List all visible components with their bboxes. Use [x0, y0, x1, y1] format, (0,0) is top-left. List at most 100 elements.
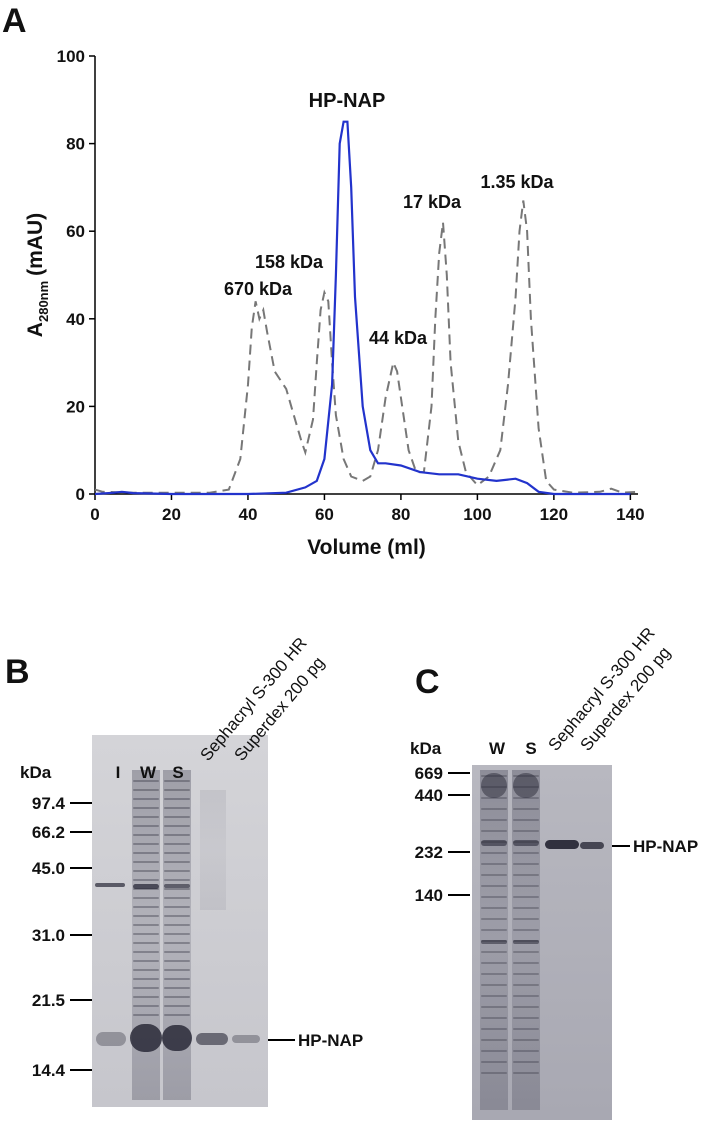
peak-annotation: 670 kDa	[224, 279, 293, 299]
x-tick-label: 40	[238, 505, 257, 524]
gel-band	[232, 1035, 260, 1043]
gel-band	[164, 780, 190, 782]
gel-band	[481, 907, 507, 909]
gel-band	[513, 907, 539, 909]
gel-band	[481, 1006, 507, 1008]
gel-band	[164, 825, 190, 827]
gel-band	[513, 962, 539, 964]
gel-band	[513, 852, 539, 854]
gel-band	[164, 852, 190, 854]
gel-band	[513, 1006, 539, 1008]
gel-band	[513, 951, 539, 953]
gel-band	[164, 987, 190, 989]
x-tick-label: 120	[540, 505, 568, 524]
gel-band	[133, 933, 159, 935]
gel-band	[164, 843, 190, 845]
marker-label: 140	[415, 886, 443, 905]
peak-annotation: HP-NAP	[309, 90, 386, 112]
lane-label: S	[525, 739, 536, 758]
gel-band	[164, 798, 190, 800]
lane-smear	[200, 790, 226, 910]
peak-annotation: 17 kDa	[403, 192, 462, 212]
gel-band	[133, 861, 159, 863]
gel-band	[481, 885, 507, 887]
gel-band	[513, 808, 539, 810]
gel-band	[481, 973, 507, 975]
gel-band	[133, 978, 159, 980]
gel-band	[481, 1017, 507, 1019]
gel-band	[164, 888, 190, 890]
marker-label: 232	[415, 843, 443, 862]
gel-band	[513, 918, 539, 920]
gel-band	[481, 819, 507, 821]
gel-band	[133, 843, 159, 845]
gel-band	[513, 929, 539, 931]
marker-label: 440	[415, 786, 443, 805]
gel-band	[481, 1061, 507, 1063]
series-line	[94, 200, 639, 494]
y-tick-label: 40	[66, 310, 85, 329]
gel-band	[513, 874, 539, 876]
x-tick-label: 60	[315, 505, 334, 524]
panel-label: B	[5, 653, 30, 691]
gel-band	[513, 1072, 539, 1074]
gel-band	[133, 798, 159, 800]
gel-band	[481, 918, 507, 920]
gel-band	[513, 819, 539, 821]
x-tick-label: 140	[616, 505, 644, 524]
panel-label: C	[415, 663, 440, 701]
lane-label: S	[172, 763, 183, 782]
gel-band	[481, 874, 507, 876]
marker-label: 45.0	[32, 859, 65, 878]
gel-band	[133, 996, 159, 998]
gel-band	[481, 995, 507, 997]
gel-band	[133, 906, 159, 908]
x-tick-label: 80	[391, 505, 410, 524]
gel-band	[481, 773, 507, 798]
gel-band	[164, 1014, 190, 1016]
marker-label: 14.4	[32, 1061, 66, 1080]
gel-band	[513, 1061, 539, 1063]
gel-band	[164, 870, 190, 872]
gel-unit-label: kDa	[410, 739, 442, 758]
gel-band	[162, 1025, 192, 1051]
gel-band	[133, 942, 159, 944]
y-tick-label: 20	[66, 397, 85, 416]
marker-label: 66.2	[32, 823, 65, 842]
gel-band	[481, 863, 507, 865]
gel-band	[133, 951, 159, 953]
marker-label: 97.4	[32, 794, 66, 813]
gel-band	[513, 830, 539, 832]
panel-label: A	[2, 2, 27, 40]
gel-details	[95, 770, 604, 1110]
gel-band	[164, 978, 190, 980]
gel-band	[133, 825, 159, 827]
lane-label: W	[140, 763, 157, 782]
peak-annotation: 158 kDa	[255, 252, 324, 272]
band-label: HP-NAP	[633, 837, 698, 856]
gel-band	[481, 1050, 507, 1052]
gel-band	[164, 960, 190, 962]
y-tick-label: 100	[57, 47, 85, 66]
gel-band	[513, 984, 539, 986]
gel-band	[164, 906, 190, 908]
gel-band	[133, 870, 159, 872]
gel-unit-label: kDa	[20, 763, 52, 782]
gel-band	[164, 879, 190, 881]
x-axis-label: Volume (ml)	[307, 536, 426, 559]
series-line	[94, 120, 631, 496]
gel-band	[164, 969, 190, 971]
gel-band	[133, 969, 159, 971]
gel-band	[164, 924, 190, 926]
y-label-unit: (mAU)	[24, 213, 47, 276]
gel-band	[513, 995, 539, 997]
lane-label: I	[116, 763, 121, 782]
gel-band	[513, 896, 539, 898]
y-tick-label: 60	[66, 222, 85, 241]
gel-band	[164, 1005, 190, 1007]
gel-band	[481, 940, 507, 944]
gel-band	[133, 1014, 159, 1016]
lane-label: W	[489, 739, 506, 758]
gel-band	[164, 816, 190, 818]
